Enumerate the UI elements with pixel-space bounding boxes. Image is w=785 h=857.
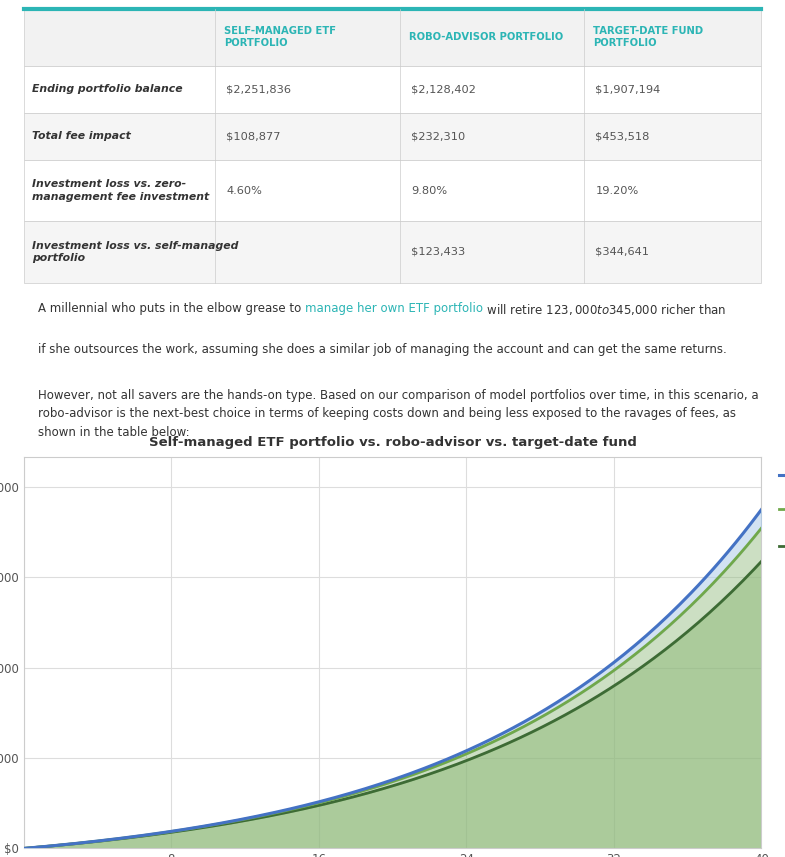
Bar [24,221,761,283]
Text: However, not all savers are the hands-on type. Based on our comparison of model : However, not all savers are the hands-on… [38,388,759,439]
Text: $108,877: $108,877 [227,131,281,141]
Text: Ending portfolio balance: Ending portfolio balance [32,84,183,94]
Text: $2,251,836: $2,251,836 [227,84,291,94]
Text: $123,433: $123,433 [411,247,466,257]
Text: A millennial who puts in the elbow grease to: A millennial who puts in the elbow greas… [38,303,305,315]
Text: SELF-MANAGED ETF
PORTFOLIO: SELF-MANAGED ETF PORTFOLIO [225,26,336,48]
Bar [24,159,761,221]
Bar [24,113,761,159]
Text: 4.60%: 4.60% [227,185,262,195]
Text: TARGET-DATE FUND
PORTFOLIO: TARGET-DATE FUND PORTFOLIO [593,26,703,48]
Text: 19.20%: 19.20% [595,185,639,195]
Text: Investment loss vs. self-managed
portfolio: Investment loss vs. self-managed portfol… [32,241,239,263]
Text: $344,641: $344,641 [595,247,649,257]
Bar [24,9,761,66]
Text: Total fee impact: Total fee impact [32,131,131,141]
Legend: Self-
managed, Robo-advisor, Target-date
fund: Self- managed, Robo-advisor, Target-date… [775,455,785,564]
Text: 9.80%: 9.80% [411,185,447,195]
Text: will retire $123,000 to $345,000 richer than: will retire $123,000 to $345,000 richer … [484,303,726,317]
Text: $2,128,402: $2,128,402 [411,84,476,94]
Text: $232,310: $232,310 [411,131,466,141]
Text: ROBO-ADVISOR PORTFOLIO: ROBO-ADVISOR PORTFOLIO [409,32,563,42]
Text: $453,518: $453,518 [595,131,650,141]
Text: manage her own ETF portfolio: manage her own ETF portfolio [305,303,484,315]
Title: Self-managed ETF portfolio vs. robo-advisor vs. target-date fund: Self-managed ETF portfolio vs. robo-advi… [148,436,637,449]
Text: Investment loss vs. zero-
management fee investment: Investment loss vs. zero- management fee… [32,179,210,201]
Text: if she outsources the work, assuming she does a similar job of managing the acco: if she outsources the work, assuming she… [38,343,727,356]
Text: $1,907,194: $1,907,194 [595,84,661,94]
Bar [24,66,761,113]
